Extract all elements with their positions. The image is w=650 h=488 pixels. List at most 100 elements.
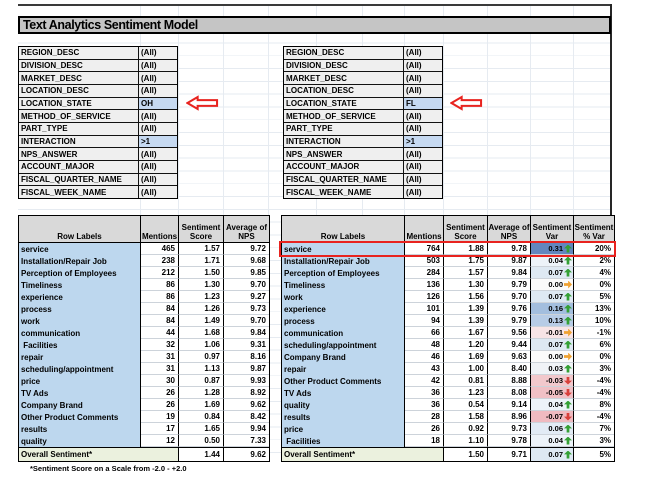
filter-value-cell[interactable]: (All) bbox=[404, 110, 442, 123]
filter-value-cell[interactable]: (All) bbox=[404, 148, 442, 161]
mentions-cell: 284 bbox=[405, 267, 444, 279]
trend-up-icon bbox=[564, 292, 572, 301]
sentiment-var-cell: 0.00 bbox=[531, 351, 574, 363]
header-mentions[interactable]: Mentions bbox=[405, 216, 444, 242]
table-row: scheduling/appointment 31 1.13 9.87 bbox=[19, 363, 269, 375]
trend-up-icon bbox=[564, 316, 572, 325]
table-body: service 764 1.88 9.78 0.31 20% Installation/Re… bbox=[282, 243, 614, 447]
trend-up-icon bbox=[564, 304, 572, 313]
sentiment-var-value: 0.06 bbox=[548, 424, 563, 433]
filter-value-cell[interactable]: >1 bbox=[404, 135, 442, 148]
mentions-cell: 26 bbox=[405, 423, 444, 435]
average-nps-cell: 9.84 bbox=[488, 267, 531, 279]
header-row-labels[interactable]: Row Labels bbox=[282, 216, 405, 242]
row-label-cell: results bbox=[282, 411, 405, 423]
sentiment-score-cell: 1.28 bbox=[179, 387, 224, 399]
pct-var-cell: 0% bbox=[574, 351, 614, 363]
trend-right-icon bbox=[564, 328, 572, 337]
trend-up-icon bbox=[564, 436, 572, 445]
sentiment-score-cell: 1.00 bbox=[444, 363, 488, 375]
filter-value-cell[interactable]: >1 bbox=[139, 135, 177, 148]
filter-value-cell[interactable]: (All) bbox=[404, 72, 442, 85]
pivot-table-florida: Row Labels Mentions Sentiment Score Aver… bbox=[281, 215, 615, 462]
mentions-cell: 36 bbox=[405, 387, 444, 399]
sentiment-var-cell: -0.07 bbox=[531, 411, 574, 423]
average-nps-cell: 9.63 bbox=[488, 351, 531, 363]
mentions-cell: 503 bbox=[405, 255, 444, 267]
average-nps-cell: 9.70 bbox=[224, 279, 269, 291]
filter-value-cell[interactable]: (All) bbox=[404, 173, 442, 186]
filter-value-cell[interactable]: FL bbox=[404, 97, 442, 110]
filter-value-cell[interactable]: (All) bbox=[139, 173, 177, 186]
table-row: Other Product Comments 42 0.81 8.88 -0.03 -4% bbox=[282, 375, 614, 387]
pct-var-cell: 7% bbox=[574, 423, 614, 435]
filter-row: LOCATION_DESC (All) bbox=[19, 85, 177, 98]
header-sentiment-score[interactable]: Sentiment Score bbox=[444, 216, 488, 242]
trend-up-icon bbox=[564, 424, 572, 433]
sentiment-var-value: 0.04 bbox=[548, 256, 563, 265]
mentions-cell: 212 bbox=[141, 267, 179, 279]
filter-value-cell[interactable]: (All) bbox=[139, 148, 177, 161]
header-sentiment-pct-var[interactable]: Sentiment % Var bbox=[574, 223, 614, 241]
header-sentiment-score[interactable]: Sentiment Score bbox=[179, 216, 224, 242]
sentiment-score-cell: 1.30 bbox=[444, 279, 488, 291]
filter-value-cell[interactable]: (All) bbox=[139, 85, 177, 97]
filter-value-cell[interactable]: (All) bbox=[404, 59, 442, 72]
sentiment-score-cell: 1.49 bbox=[179, 315, 224, 327]
table-row: scheduling/appointment 48 1.20 9.44 0.07 6% bbox=[282, 339, 614, 351]
sentiment-scale-footnote: *Sentiment Score on a Scale from -2.0 - … bbox=[30, 464, 187, 473]
average-nps-cell: 8.88 bbox=[488, 375, 531, 387]
mentions-cell: 31 bbox=[141, 351, 179, 363]
header-sentiment-var[interactable]: Sentiment Var bbox=[531, 216, 574, 242]
sentiment-score-cell: 1.57 bbox=[444, 267, 488, 279]
filter-value-cell[interactable]: (All) bbox=[139, 123, 177, 135]
filter-value-cell[interactable]: OH bbox=[139, 97, 177, 110]
sentiment-score-cell: 1.23 bbox=[444, 387, 488, 399]
table-body: service 465 1.57 9.72 Installation/Repair Jo… bbox=[19, 243, 269, 447]
pct-var-cell: 13% bbox=[574, 303, 614, 315]
filter-value-cell[interactable]: (All) bbox=[139, 59, 177, 72]
average-nps-cell: 9.94 bbox=[224, 423, 269, 435]
average-nps-cell: 9.87 bbox=[488, 255, 531, 267]
table-row: Company Brand 46 1.69 9.63 0.00 0% bbox=[282, 351, 614, 363]
row-label-cell: communication bbox=[282, 327, 405, 339]
sentiment-var-value: 0.00 bbox=[548, 280, 563, 289]
filter-row: METHOD_OF_SERVICE (All) bbox=[19, 110, 177, 124]
sentiment-var-cell: 0.31 bbox=[531, 243, 574, 255]
header-average-nps[interactable]: Average of NPS bbox=[225, 223, 268, 241]
filter-field-label: MARKET_DESC bbox=[284, 72, 404, 85]
mentions-cell: 28 bbox=[405, 411, 444, 423]
header-mentions[interactable]: Mentions bbox=[141, 216, 179, 242]
filter-value-cell[interactable]: (All) bbox=[404, 123, 442, 135]
filter-row: REGION_DESC (All) bbox=[19, 47, 177, 60]
filter-value-cell[interactable]: (All) bbox=[139, 72, 177, 85]
mentions-cell: 26 bbox=[141, 387, 179, 399]
filter-value-cell[interactable]: (All) bbox=[139, 110, 177, 123]
header-row-labels[interactable]: Row Labels bbox=[19, 216, 141, 242]
row-label-cell: Perception of Employees bbox=[19, 267, 141, 279]
sentiment-score-cell: 1.56 bbox=[444, 291, 488, 303]
header-average-nps[interactable]: Average of NPS bbox=[488, 216, 531, 242]
sentiment-var-value: 0.13 bbox=[548, 316, 563, 325]
filter-value-cell[interactable]: (All) bbox=[404, 47, 442, 59]
average-nps-cell: 8.16 bbox=[224, 351, 269, 363]
mentions-cell: 36 bbox=[405, 399, 444, 411]
sentiment-score-cell: 1.58 bbox=[444, 411, 488, 423]
filter-value-cell[interactable]: (All) bbox=[404, 85, 442, 97]
pct-var-cell: 20% bbox=[574, 243, 614, 255]
filter-value-cell[interactable]: (All) bbox=[139, 186, 177, 199]
filter-value-cell[interactable]: (All) bbox=[139, 161, 177, 173]
left-annotation-arrow-icon bbox=[186, 95, 219, 111]
row-label-cell: Installation/Repair Job bbox=[19, 255, 141, 267]
row-label-cell: service bbox=[19, 243, 141, 255]
filter-value-cell[interactable]: (All) bbox=[404, 186, 442, 199]
average-nps-cell: 9.78 bbox=[488, 435, 531, 447]
row-label-cell: work bbox=[282, 291, 405, 303]
filter-row: FISCAL_QUARTER_NAME (All) bbox=[284, 173, 442, 187]
filter-field-label: NPS_ANSWER bbox=[284, 148, 404, 161]
sentiment-score-cell: 1.75 bbox=[444, 255, 488, 267]
filter-value-cell[interactable]: (All) bbox=[139, 47, 177, 59]
filter-value-cell[interactable]: (All) bbox=[404, 161, 442, 173]
row-label-cell: scheduling/appointment bbox=[19, 363, 141, 375]
pct-var-cell: 4% bbox=[574, 267, 614, 279]
